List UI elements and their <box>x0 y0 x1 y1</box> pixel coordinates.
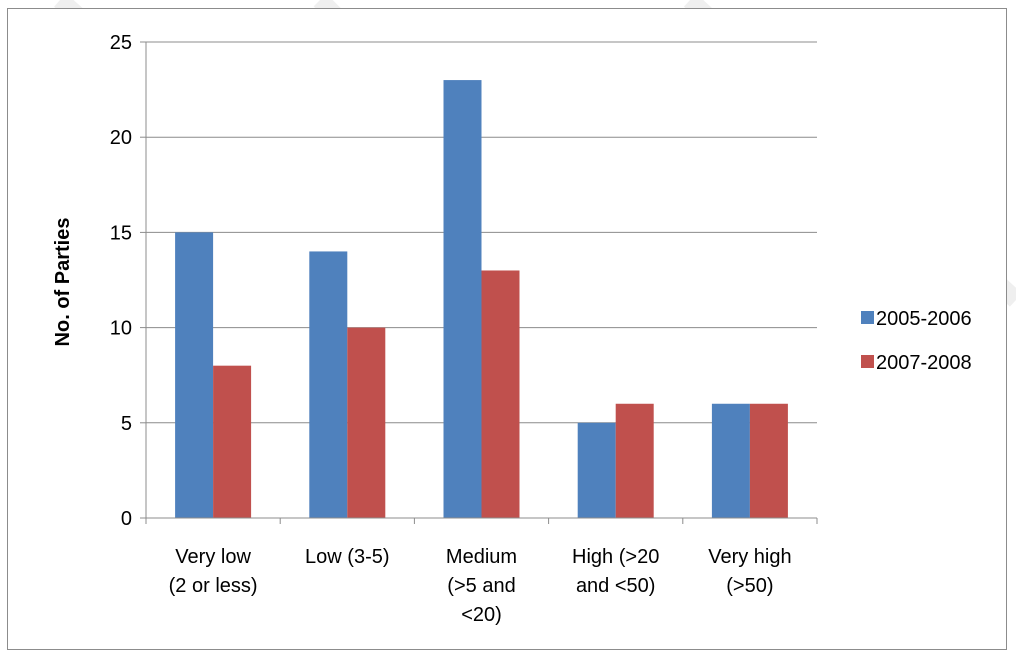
legend: 2005-2006 2007-2008 <box>861 308 972 374</box>
y-tick-label: 10 <box>110 318 132 340</box>
legend-label: 2007-2008 <box>876 352 972 374</box>
axes <box>140 41 818 524</box>
y-axis-title: No. of Parties <box>52 218 74 347</box>
y-tick-label: 0 <box>121 508 132 530</box>
y-tick-label: 20 <box>110 127 132 149</box>
bar-2007-2008-4 <box>749 403 788 518</box>
bar-2005-2006-0 <box>175 232 214 518</box>
axis-labels: 0 5 10 15 20 25 Very low (2 or less) Low (3-5) Me… <box>110 32 792 626</box>
bar-2005-2006-3 <box>577 422 616 518</box>
y-tick-label: 5 <box>121 413 132 435</box>
legend-label: 2005-2006 <box>876 308 972 330</box>
x-tick-label: Medium (>5 and <20) <box>446 546 517 626</box>
y-tick-label: 25 <box>110 32 132 54</box>
bar-2005-2006-4 <box>711 403 750 518</box>
x-tick-label: Low (3-5) <box>305 546 389 568</box>
bar-2005-2006-1 <box>309 251 348 518</box>
y-tick-label: 15 <box>110 222 132 244</box>
bars <box>175 80 788 518</box>
legend-swatch <box>861 311 874 324</box>
x-tick-label: Very high (>50) <box>708 546 791 597</box>
bar-2005-2006-2 <box>443 80 482 518</box>
x-tick-label: Very low (2 or less) <box>169 546 258 597</box>
bar-2007-2008-3 <box>615 403 654 518</box>
bar-2007-2008-0 <box>213 365 252 518</box>
bar-2007-2008-1 <box>347 327 386 518</box>
bar-2007-2008-2 <box>481 270 520 518</box>
x-tick-label: High (>20 and <50) <box>572 546 659 597</box>
legend-swatch <box>861 355 874 368</box>
